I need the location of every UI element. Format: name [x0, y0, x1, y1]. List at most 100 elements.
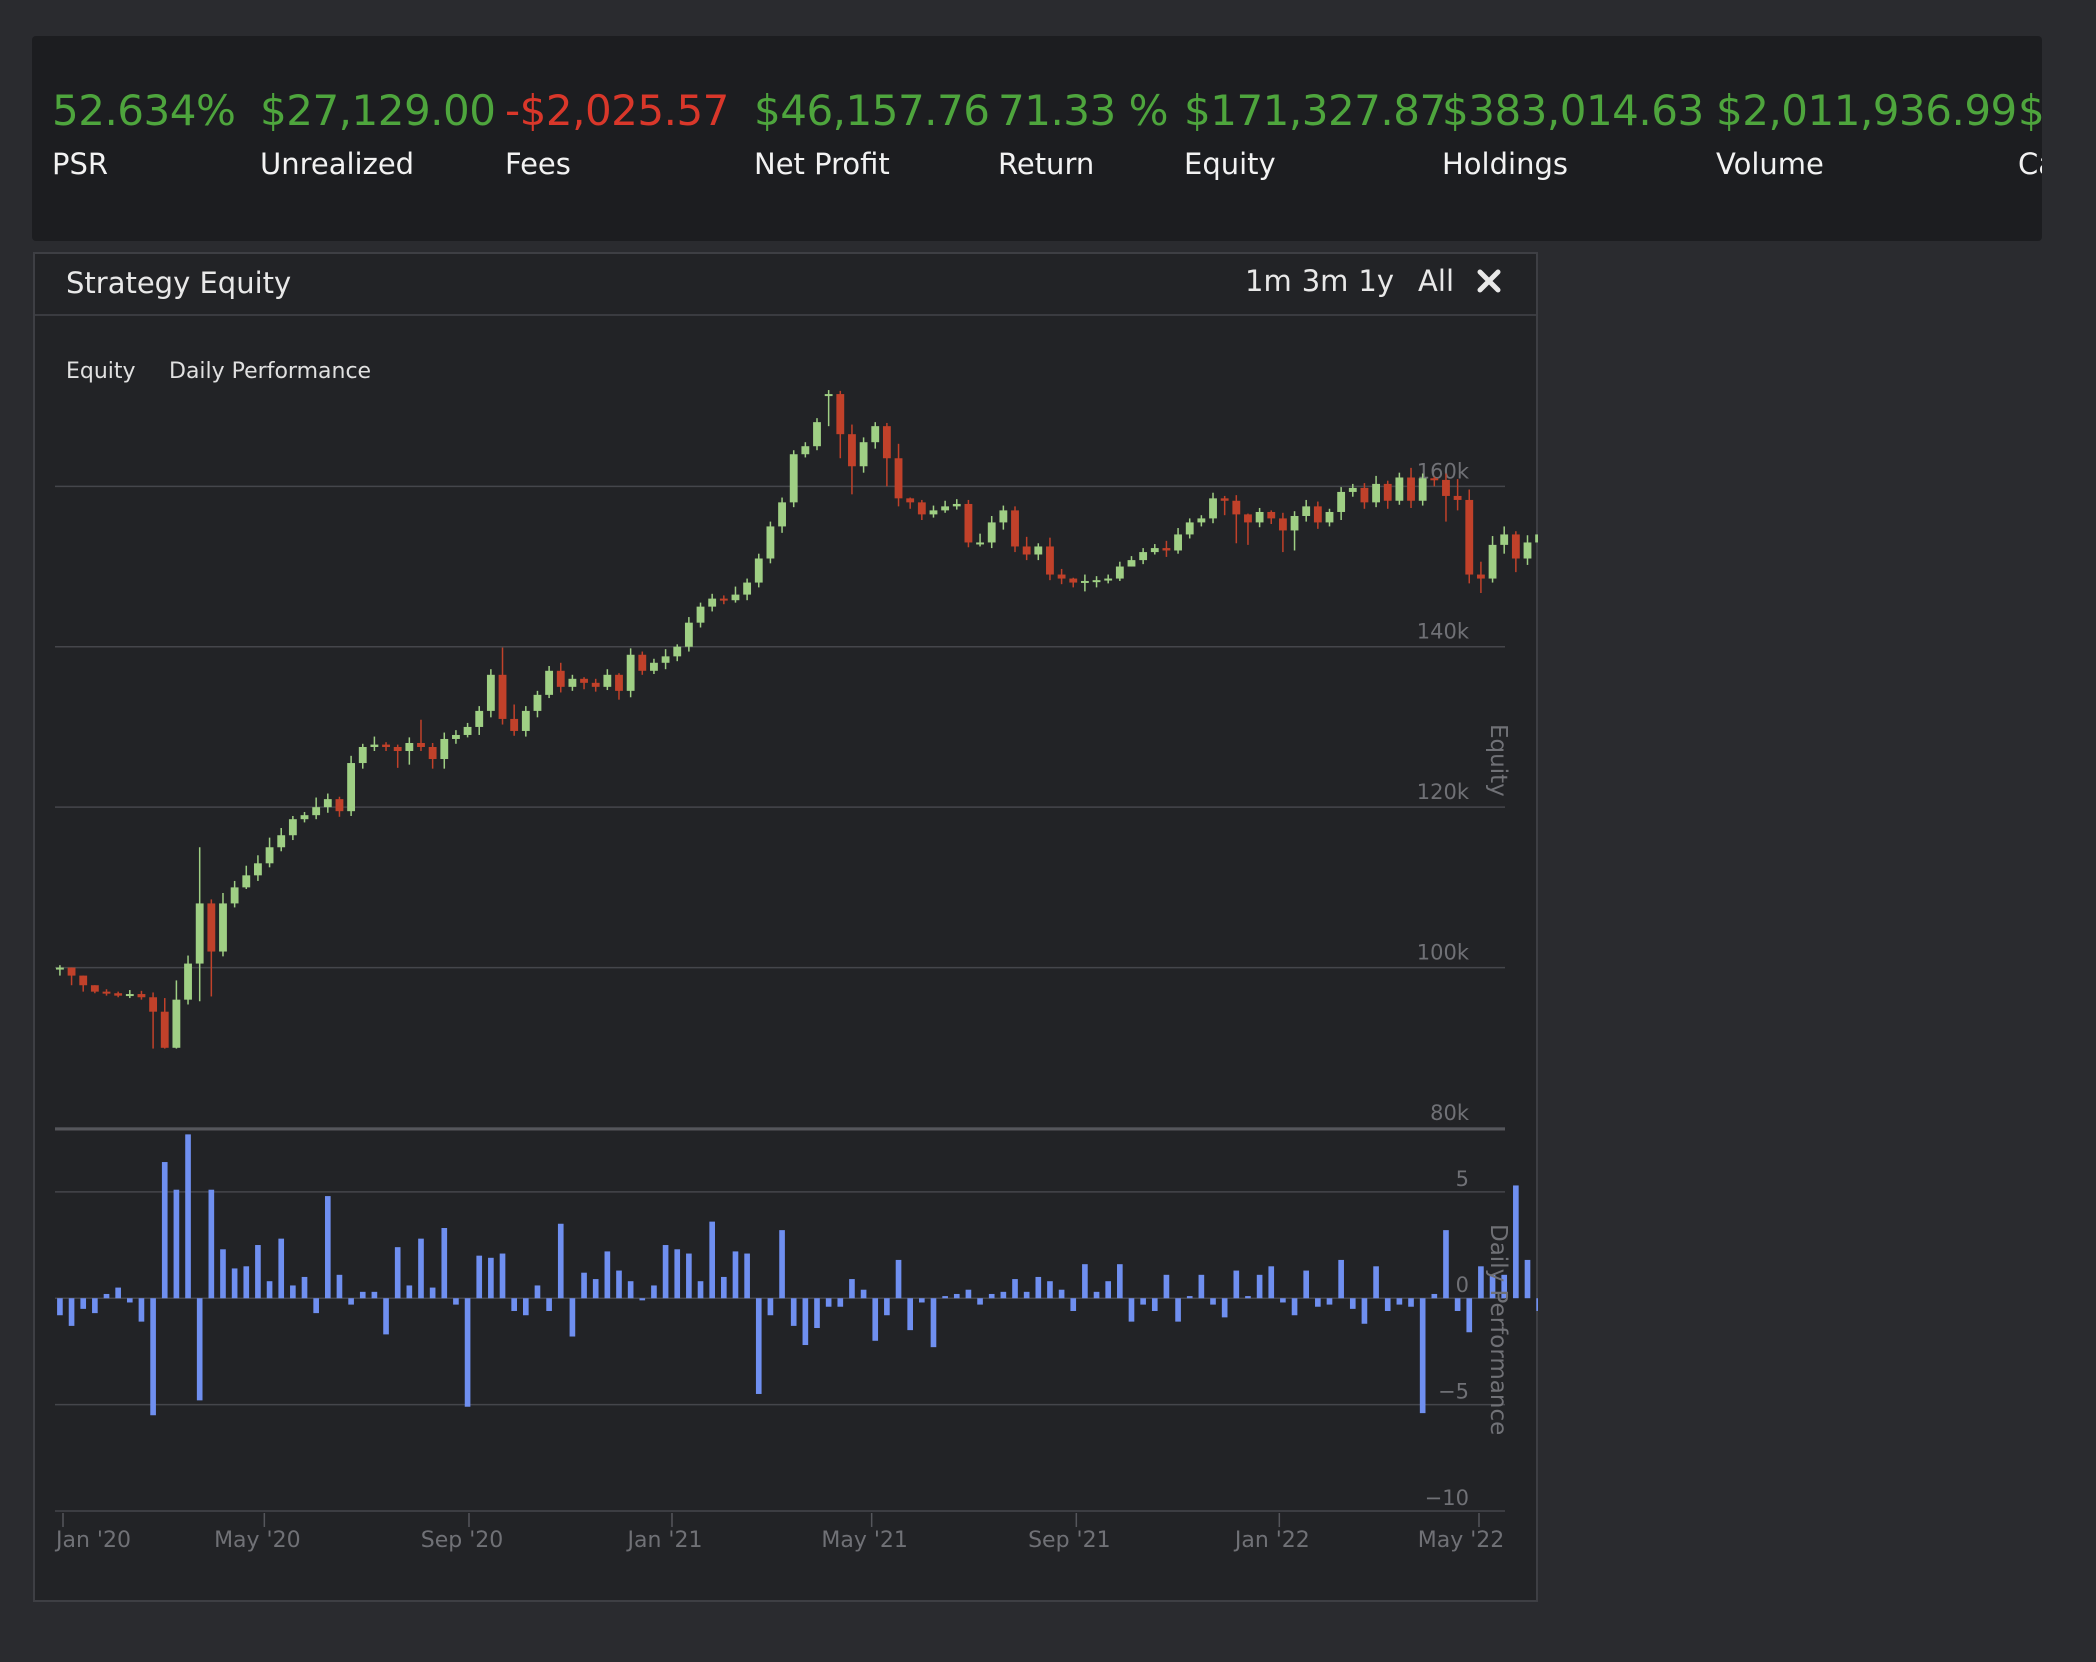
equity-candle — [1057, 574, 1066, 579]
equity-candle — [801, 446, 810, 455]
range-selector: 1m 3m 1y All — [1235, 264, 1504, 298]
equity-candle — [405, 742, 414, 752]
equity-candle — [1360, 487, 1369, 503]
equity-candle — [836, 394, 845, 435]
performance-bar — [1000, 1291, 1007, 1299]
equity-candle — [1104, 578, 1113, 581]
equity-candle — [1348, 487, 1357, 492]
performance-bar — [825, 1298, 832, 1307]
performance-bar — [418, 1238, 424, 1299]
range-3m-button[interactable]: 3m — [1301, 264, 1349, 298]
performance-bar — [80, 1298, 87, 1309]
equity-candle — [463, 726, 472, 735]
equity-candle — [1034, 546, 1043, 555]
performance-bar — [977, 1298, 983, 1305]
equity-candle — [1302, 506, 1311, 516]
performance-bar — [1047, 1281, 1053, 1299]
equity-candle — [976, 542, 984, 545]
performance-tick-label: 5 — [1456, 1167, 1469, 1191]
performance-bar — [953, 1293, 960, 1299]
performance-bar — [1338, 1259, 1344, 1299]
performance-bar — [1536, 1298, 1538, 1311]
equity-candle — [1500, 534, 1509, 545]
panel-title: Strategy Equity — [66, 266, 292, 300]
equity-candle — [929, 510, 938, 515]
equity-candle — [591, 682, 600, 687]
equity-candle — [1430, 478, 1439, 481]
equity-candle — [882, 426, 891, 459]
performance-bar — [126, 1298, 133, 1303]
close-x-icon[interactable] — [1474, 266, 1504, 296]
equity-candle — [370, 744, 379, 747]
equity-candle — [964, 503, 973, 543]
performance-bar — [779, 1230, 785, 1299]
performance-bar — [1186, 1296, 1193, 1299]
performance-bar — [1408, 1298, 1414, 1307]
equity-candle — [533, 694, 542, 711]
stat-label: Equity — [1184, 147, 1276, 181]
stat-label: Ca — [2018, 147, 2042, 181]
performance-bar — [639, 1298, 646, 1301]
performance-bar — [1384, 1298, 1391, 1311]
legend-item-equity[interactable]: Equity — [66, 359, 136, 384]
equity-candle — [1278, 518, 1287, 531]
stat-label: PSR — [52, 147, 109, 181]
performance-bar — [476, 1255, 483, 1299]
equity-candle — [1511, 534, 1520, 559]
equity-candle — [719, 598, 728, 601]
range-1y-button[interactable]: 1y — [1358, 264, 1395, 298]
stat-label: Holdings — [1442, 147, 1568, 181]
stat-unrealized: $27,129.00 Unrealized — [260, 86, 496, 184]
performance-bar — [674, 1249, 681, 1299]
performance-bar — [814, 1298, 820, 1329]
performance-bar — [488, 1257, 494, 1299]
range-all-button[interactable]: All — [1418, 264, 1454, 298]
equity-candle — [475, 710, 484, 727]
stat-ca: $ Ca — [2018, 86, 2042, 184]
equity-candle — [254, 863, 262, 876]
legend-item-daily-performance[interactable]: Daily Performance — [169, 359, 371, 384]
stat-equity: $171,327.87 Equity — [1184, 86, 1446, 184]
performance-bar — [1082, 1264, 1088, 1299]
equity-candle — [1127, 560, 1136, 567]
equity-candle — [56, 967, 64, 970]
equity-candle — [626, 654, 635, 691]
performance-bar — [1466, 1298, 1473, 1333]
performance-bar — [278, 1238, 285, 1299]
performance-bar — [1256, 1274, 1263, 1299]
performance-bar — [732, 1251, 739, 1299]
performance-bar — [755, 1298, 762, 1394]
performance-bar — [1210, 1298, 1216, 1305]
range-1m-button[interactable]: 1m — [1245, 264, 1292, 298]
equity-candle — [486, 674, 495, 711]
equity-candle — [673, 646, 682, 657]
performance-bar — [1221, 1298, 1228, 1318]
performance-axis-title: Daily Performance — [1485, 1224, 1511, 1435]
performance-bar — [208, 1189, 215, 1299]
equity-candle — [172, 999, 181, 1048]
performance-bar — [429, 1287, 436, 1299]
performance-bar — [1443, 1230, 1449, 1299]
stat-label: Net Profit — [754, 147, 890, 181]
equity-candle — [906, 498, 915, 503]
stat-value: $27,129.00 — [260, 86, 496, 135]
performance-bar — [173, 1189, 180, 1299]
equity-candle — [1174, 534, 1182, 551]
performance-bar — [849, 1279, 855, 1299]
performance-bar — [336, 1274, 343, 1299]
performance-bar — [651, 1285, 657, 1299]
stat-fees: -$2,025.57 Fees — [505, 86, 729, 184]
stat-value: $2,011,936.99 — [1716, 86, 2017, 135]
performance-bar — [802, 1298, 809, 1346]
performance-bar — [884, 1298, 890, 1316]
equity-candle — [242, 875, 251, 888]
performance-bar — [243, 1266, 250, 1299]
performance-bar — [103, 1293, 110, 1299]
performance-bar — [627, 1281, 634, 1299]
performance-bar — [371, 1291, 378, 1299]
equity-candle — [999, 510, 1008, 523]
x-tick-label: Jan '20 — [54, 1528, 131, 1553]
equity-candle — [312, 807, 321, 816]
equity-candle — [1418, 478, 1427, 501]
